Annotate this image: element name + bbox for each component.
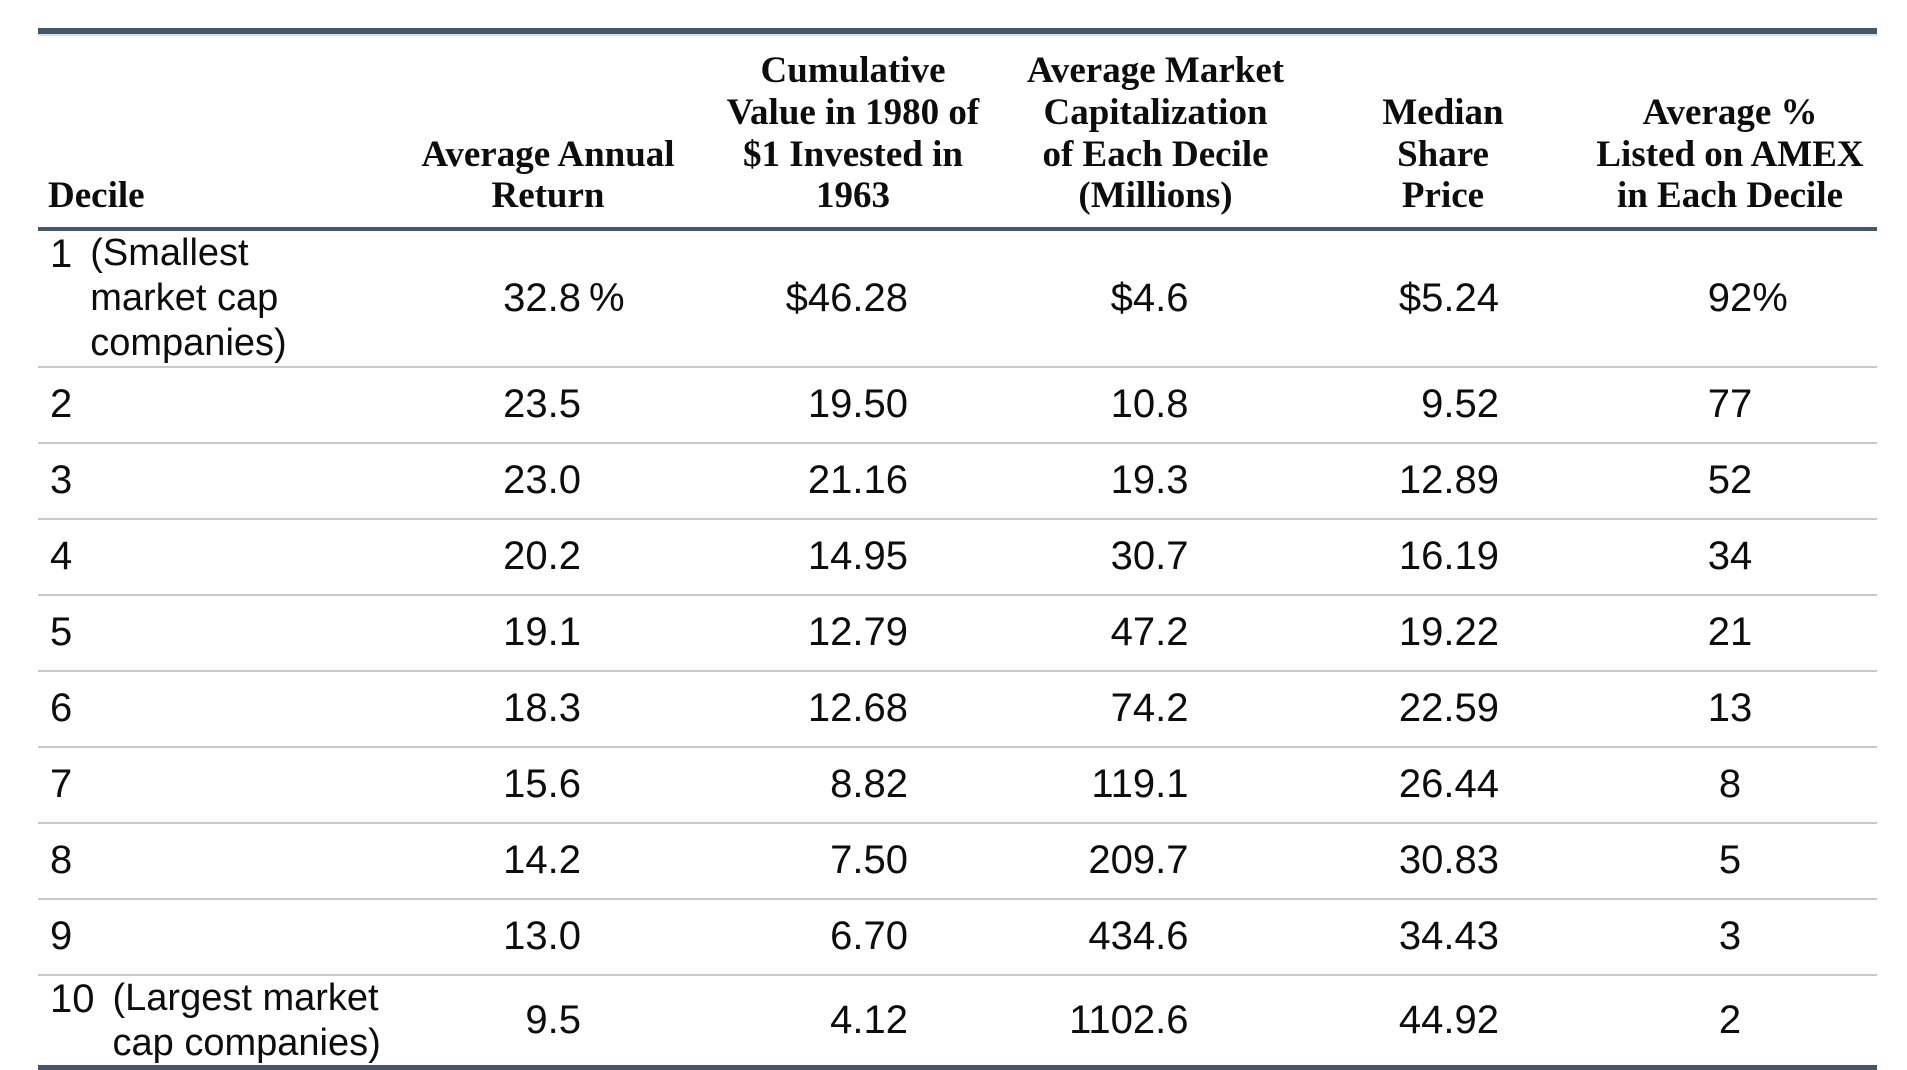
column-header-average-annual-return: Average Annual Return: [398, 36, 698, 232]
pct-amex-cell: 77: [1583, 366, 1877, 444]
decile-number: 7: [50, 762, 73, 807]
decile-number: 10: [50, 976, 95, 1021]
header-row: Decile Average Annual Return Cumulative …: [38, 36, 1877, 232]
decile-number: 4: [50, 534, 73, 579]
avg-annual-return-cell: 23.5: [398, 366, 698, 444]
avg-annual-return-cell: 19.1: [398, 594, 698, 672]
median-share-price-cell: 9.52: [1303, 366, 1583, 444]
median-share-price-cell: 19.22: [1303, 594, 1583, 672]
pct-amex-cell: 5: [1583, 822, 1877, 900]
table-row-decile-6: 6 18.3 12.68 74.2 22.59 13: [38, 670, 1877, 748]
avg-annual-return-cell: 32.8%: [398, 229, 698, 368]
pct-amex-cell: 2: [1583, 974, 1877, 1070]
decile-cell: 8: [38, 822, 398, 900]
decile-note: (Smallest market cap companies): [90, 232, 287, 364]
avg-annual-return-cell: 20.2: [398, 518, 698, 596]
cumulative-value-cell: 12.68: [698, 670, 1008, 748]
decile-cell: 3: [38, 442, 398, 520]
decile-cell: 4: [38, 518, 398, 596]
avg-annual-return-cell: 13.0: [398, 898, 698, 976]
median-share-price-cell: 16.19: [1303, 518, 1583, 596]
decile-cell: 9: [38, 898, 398, 976]
avg-annual-return-cell: 15.6: [398, 746, 698, 824]
avg-annual-return-cell: 9.5: [398, 974, 698, 1070]
avg-annual-return-cell: 23.0: [398, 442, 698, 520]
market-cap-cell: 30.7: [1008, 518, 1303, 596]
table-row-decile-4: 4 20.2 14.95 30.7 16.19 34: [38, 518, 1877, 596]
cumulative-value-cell: 6.70: [698, 898, 1008, 976]
cumulative-value-cell: 21.16: [698, 442, 1008, 520]
avg-annual-return-cell: 14.2: [398, 822, 698, 900]
pct-amex-cell: 92%: [1583, 229, 1877, 368]
median-share-price-cell: 26.44: [1303, 746, 1583, 824]
decile-cell: 6: [38, 670, 398, 748]
decile-cell: 1 (Smallest market cap companies): [38, 229, 398, 368]
column-header-decile: Decile: [38, 36, 398, 232]
table-header: Decile Average Annual Return Cumulative …: [38, 36, 1877, 232]
decile-number: 5: [50, 610, 73, 655]
median-share-price-cell: 30.83: [1303, 822, 1583, 900]
table-body: 1 (Smallest market cap companies) 32.8% $…: [38, 229, 1877, 1070]
decile-number: 9: [50, 914, 73, 959]
decile-number: 3: [50, 458, 73, 503]
decile-number: 8: [50, 838, 73, 883]
column-header-cumulative-value: Cumulative Value in 1980 of $1 Invested …: [698, 36, 1008, 232]
market-cap-cell: 434.6: [1008, 898, 1303, 976]
table-row-decile-7: 7 15.6 8.82 119.1 26.44 8: [38, 746, 1877, 824]
market-cap-cell: 209.7: [1008, 822, 1303, 900]
table-row-decile-5: 5 19.1 12.79 47.2 19.22 21: [38, 594, 1877, 672]
column-header-median-share-price: Median Share Price: [1303, 36, 1583, 232]
median-share-price-cell: 12.89: [1303, 442, 1583, 520]
decile-cell: 5: [38, 594, 398, 672]
cumulative-value-cell: 19.50: [698, 366, 1008, 444]
avg-annual-return-cell: 18.3: [398, 670, 698, 748]
market-cap-cell: $4.6: [1008, 229, 1303, 368]
median-share-price-cell: 44.92: [1303, 974, 1583, 1070]
pct-amex-cell: 21: [1583, 594, 1877, 672]
decile-cell: 2: [38, 366, 398, 444]
pct-amex-cell: 13: [1583, 670, 1877, 748]
table-row-decile-1: 1 (Smallest market cap companies) 32.8% $…: [38, 229, 1877, 368]
market-cap-cell: 119.1: [1008, 746, 1303, 824]
market-cap-cell: 10.8: [1008, 366, 1303, 444]
median-share-price-cell: 34.43: [1303, 898, 1583, 976]
table-top-rule: [38, 28, 1877, 36]
table-row-decile-8: 8 14.2 7.50 209.7 30.83 5: [38, 822, 1877, 900]
table-row-decile-10: 10 (Largest market cap companies) 9.5 4.1…: [38, 974, 1877, 1070]
decile-cell: 7: [38, 746, 398, 824]
pct-amex-cell: 3: [1583, 898, 1877, 976]
decile-number: 2: [50, 382, 73, 427]
decile-note: (Largest market cap companies): [112, 976, 381, 1064]
cumulative-value-cell: 12.79: [698, 594, 1008, 672]
median-share-price-cell: 22.59: [1303, 670, 1583, 748]
column-header-average-pct-amex: Average % Listed on AMEX in Each Decile: [1583, 36, 1877, 232]
market-cap-cell: 1102.6: [1008, 974, 1303, 1070]
column-header-average-market-cap: Average Market Capitalization of Each De…: [1008, 36, 1303, 232]
pct-amex-cell: 52: [1583, 442, 1877, 520]
decile-cell: 10 (Largest market cap companies): [38, 974, 398, 1070]
pct-amex-cell: 34: [1583, 518, 1877, 596]
decile-number: 1: [50, 232, 73, 277]
cumulative-value-cell: 4.12: [698, 974, 1008, 1070]
decile-number: 6: [50, 686, 73, 731]
market-cap-cell: 47.2: [1008, 594, 1303, 672]
table-row-decile-3: 3 23.0 21.16 19.3 12.89 52: [38, 442, 1877, 520]
cumulative-value-cell: 8.82: [698, 746, 1008, 824]
pct-amex-cell: 8: [1583, 746, 1877, 824]
decile-statistics-table: Decile Average Annual Return Cumulative …: [38, 36, 1877, 1070]
market-cap-cell: 74.2: [1008, 670, 1303, 748]
table-row-decile-2: 2 23.5 19.50 10.8 9.52 77: [38, 366, 1877, 444]
cumulative-value-cell: 7.50: [698, 822, 1008, 900]
market-cap-cell: 19.3: [1008, 442, 1303, 520]
table-row-decile-9: 9 13.0 6.70 434.6 34.43 3: [38, 898, 1877, 976]
median-share-price-cell: $5.24: [1303, 229, 1583, 368]
cumulative-value-cell: 14.95: [698, 518, 1008, 596]
cumulative-value-cell: $46.28: [698, 229, 1008, 368]
